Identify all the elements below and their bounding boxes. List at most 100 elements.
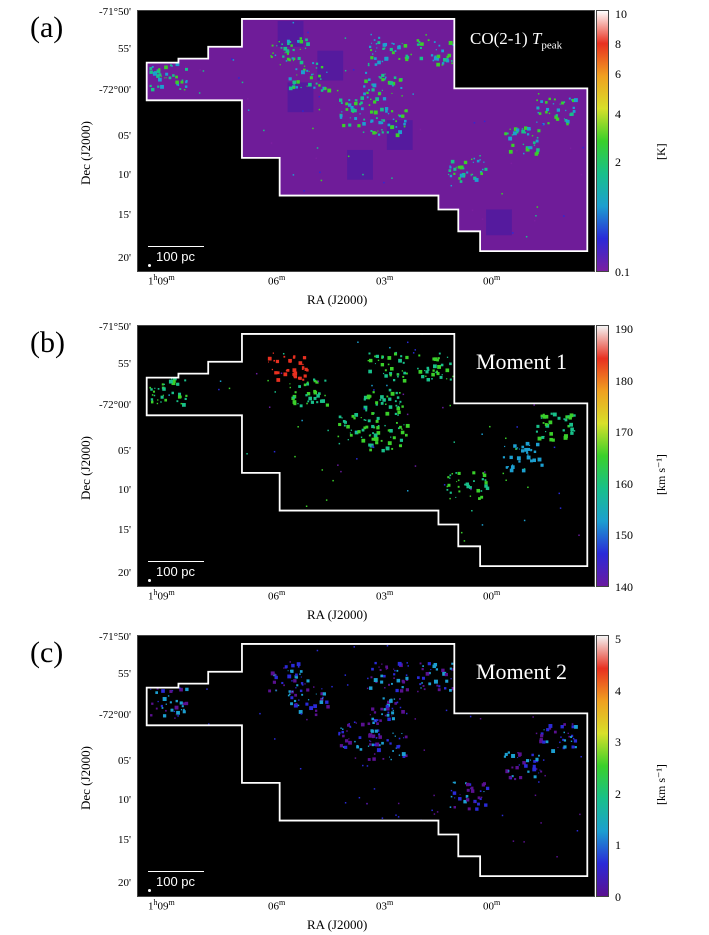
emission-speck [540, 734, 544, 738]
emission-speck [449, 806, 452, 808]
emission-speck [175, 500, 178, 503]
emission-speck [346, 424, 350, 429]
emission-speck [367, 677, 369, 680]
emission-speck [366, 765, 369, 767]
emission-speck [553, 98, 556, 101]
emission-speck [509, 455, 513, 460]
emission-speck [405, 433, 408, 437]
emission-speck [271, 197, 273, 199]
emission-speck [270, 799, 272, 802]
panel-label: (c) [30, 636, 64, 669]
emission-speck [289, 40, 292, 43]
y-axis-label: Dec (J2000) [78, 436, 93, 500]
emission-speck [273, 450, 276, 453]
emission-speck [427, 368, 430, 371]
emission-speck [392, 84, 394, 87]
emission-speck [390, 125, 394, 130]
emission-speck [218, 388, 220, 391]
emission-speck [378, 36, 381, 39]
emission-speck [463, 540, 466, 542]
emission-speck [571, 723, 574, 725]
colorbar-tick-label: 10 [615, 7, 627, 21]
emission-speck [270, 55, 272, 57]
emission-speck [292, 57, 296, 61]
emission-speck [316, 394, 320, 398]
emission-speck [435, 668, 439, 671]
emission-speck [517, 752, 519, 754]
emission-speck [396, 745, 400, 749]
emission-speck [360, 722, 365, 727]
emission-speck [275, 359, 280, 364]
emission-speck [164, 416, 167, 419]
dec-tick-label: 20' [118, 877, 131, 889]
emission-speck [570, 736, 573, 739]
emission-speck [566, 122, 569, 126]
emission-speck [392, 378, 396, 382]
emission-speck [483, 120, 486, 123]
emission-speck [387, 356, 392, 360]
emission-speck [149, 386, 152, 389]
emission-speck [571, 430, 573, 432]
emission-speck [478, 497, 481, 500]
emission-speck [350, 105, 354, 110]
emission-speck [400, 355, 403, 358]
emission-speck [332, 479, 334, 482]
emission-speck [563, 418, 565, 420]
emission-speck [184, 701, 189, 706]
emission-speck [376, 722, 379, 726]
emission-speck [381, 89, 383, 91]
emission-speck [189, 670, 191, 672]
emission-speck [479, 159, 481, 161]
emission-speck [229, 780, 232, 783]
emission-speck [149, 84, 152, 88]
y-axis-label: Dec (J2000) [78, 746, 93, 810]
emission-speck [375, 403, 378, 406]
emission-speck [373, 100, 377, 104]
emission-speck [392, 732, 394, 734]
emission-speck [567, 424, 570, 428]
emission-speck [548, 112, 551, 115]
colorbar-tick-label: 1 [615, 838, 621, 853]
emission-speck [378, 121, 382, 125]
emission-speck [371, 437, 375, 441]
emission-speck [297, 704, 300, 707]
emission-speck [483, 692, 485, 694]
colorbar [596, 10, 609, 272]
emission-speck [166, 782, 168, 784]
emission-speck [521, 449, 525, 453]
emission-speck [471, 509, 473, 512]
emission-speck [160, 401, 162, 403]
emission-speck [508, 149, 513, 154]
emission-speck [396, 406, 401, 411]
emission-speck [569, 147, 572, 150]
emission-speck [320, 697, 324, 702]
ra-tick-label: 1h09m [148, 898, 175, 913]
emission-speck [572, 737, 575, 740]
emission-speck [371, 412, 375, 415]
emission-speck [393, 698, 396, 700]
emission-speck [293, 83, 295, 85]
emission-speck [443, 58, 447, 62]
emission-speck [339, 98, 343, 102]
emission-speck [394, 437, 396, 439]
emission-speck [287, 552, 289, 555]
emission-speck [367, 722, 371, 726]
emission-speck [293, 375, 295, 378]
emission-speck [542, 759, 545, 761]
emission-speck [373, 743, 377, 746]
emission-speck [392, 118, 395, 121]
emission-speck [367, 62, 370, 65]
emission-speck [348, 123, 352, 127]
emission-speck [438, 685, 441, 688]
emission-speck [538, 772, 540, 774]
emission-speck [313, 704, 317, 709]
emission-speck [398, 114, 402, 118]
emission-speck [358, 823, 360, 825]
emission-speck [530, 459, 533, 463]
emission-speck [567, 732, 569, 735]
emission-speck [373, 678, 378, 683]
emission-speck [561, 399, 563, 401]
emission-speck [182, 710, 186, 714]
emission-speck [466, 788, 470, 792]
emission-speck [152, 651, 155, 653]
